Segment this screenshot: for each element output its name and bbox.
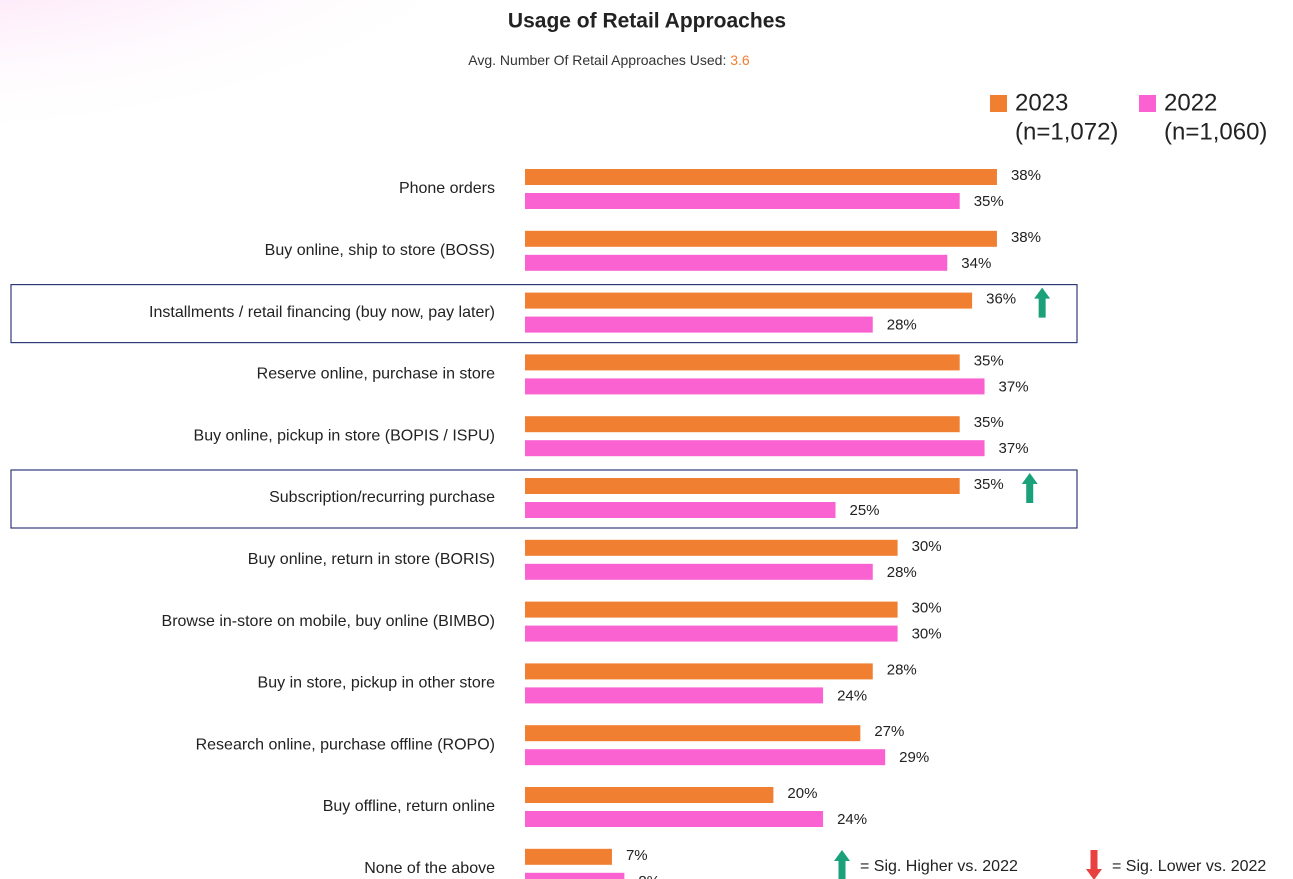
value-label: 35% [974,352,1004,369]
highlight-box [10,284,1078,344]
category-label: Buy in store, pickup in other store [258,675,496,692]
value-label: 20% [787,785,817,802]
value-label: 30% [912,538,942,555]
bar [525,663,873,680]
bar [525,749,886,766]
bar [525,811,824,827]
category-label: Buy online, return in store (BORIS) [248,551,495,568]
value-label: 27% [874,723,904,740]
legend-swatch [1139,95,1156,112]
bar [525,539,898,556]
sig-legend-label: = Sig. Lower vs. 2022 [1112,858,1266,875]
bar [525,378,985,395]
significance-arrow [1086,850,1102,879]
bar [525,169,997,185]
significance-arrow [834,850,850,879]
bar [525,687,824,704]
legend-sample: (n=1,060) [1164,118,1267,145]
value-label: 7% [626,847,648,864]
subtitle-value: 3.6 [730,52,750,68]
value-label: 35% [974,193,1004,210]
category-label: Browse in-store on mobile, buy online (B… [162,613,495,630]
highlight-box [10,469,1078,529]
bar [525,848,612,865]
bar [525,316,873,333]
category-label: Research online, purchase offline (ROPO) [196,736,495,753]
value-label: 29% [899,749,929,766]
value-label: 30% [912,600,942,617]
category-label: Buy online, ship to store (BOSS) [265,242,495,259]
subtitle-text: Avg. Number Of Retail Approaches Used: [468,52,726,68]
category-label: Phone orders [399,180,495,197]
value-label: 25% [850,502,880,519]
value-label: 28% [887,564,917,581]
category-label: Buy offline, return online [323,798,495,815]
value-label: 38% [1011,167,1041,184]
legend-label: 2023 [1015,89,1068,116]
value-label: 28% [887,661,917,678]
legend-sample: (n=1,072) [1015,118,1118,145]
bar [525,440,985,457]
value-label: 35% [974,414,1004,431]
background-blob [0,0,570,200]
sig-legend-label: = Sig. Higher vs. 2022 [860,858,1018,875]
bar [525,625,898,642]
category-label: Reserve online, purchase in store [257,366,495,383]
category-label: None of the above [364,860,495,877]
value-label: 24% [837,687,867,704]
value-label: 30% [912,626,942,643]
category-label: Buy online, pickup in store (BOPIS / ISP… [194,427,495,444]
category-label: Installments / retail financing (buy now… [149,304,495,321]
value-label: 38% [1011,229,1041,246]
bar [525,254,948,271]
bar [525,502,836,518]
chart-title: Usage of Retail Approaches [508,10,786,33]
value-label: 37% [999,378,1029,395]
category-label: Subscription/recurring purchase [269,489,495,506]
value-label: 37% [999,440,1029,457]
value-label: 36% [986,291,1016,308]
value-label: 8% [638,873,660,879]
legend-label: 2022 [1164,89,1217,116]
bar [525,193,960,209]
significance-arrow [1021,473,1038,503]
value-label: 28% [887,317,917,334]
value-label: 24% [837,811,867,828]
value-label: 35% [974,476,1004,493]
bar [525,725,861,742]
legend-swatch [990,95,1007,112]
bar [525,292,973,309]
value-label: 34% [961,255,991,272]
significance-arrow [1034,287,1051,318]
bar [525,601,898,618]
bar [525,563,873,580]
subtitle: Avg. Number Of Retail Approaches Used: 3… [468,52,750,68]
bar [525,478,960,494]
bar [525,872,625,879]
bar [525,230,997,247]
bar [525,787,774,803]
bar [525,416,960,433]
bar [525,354,960,371]
